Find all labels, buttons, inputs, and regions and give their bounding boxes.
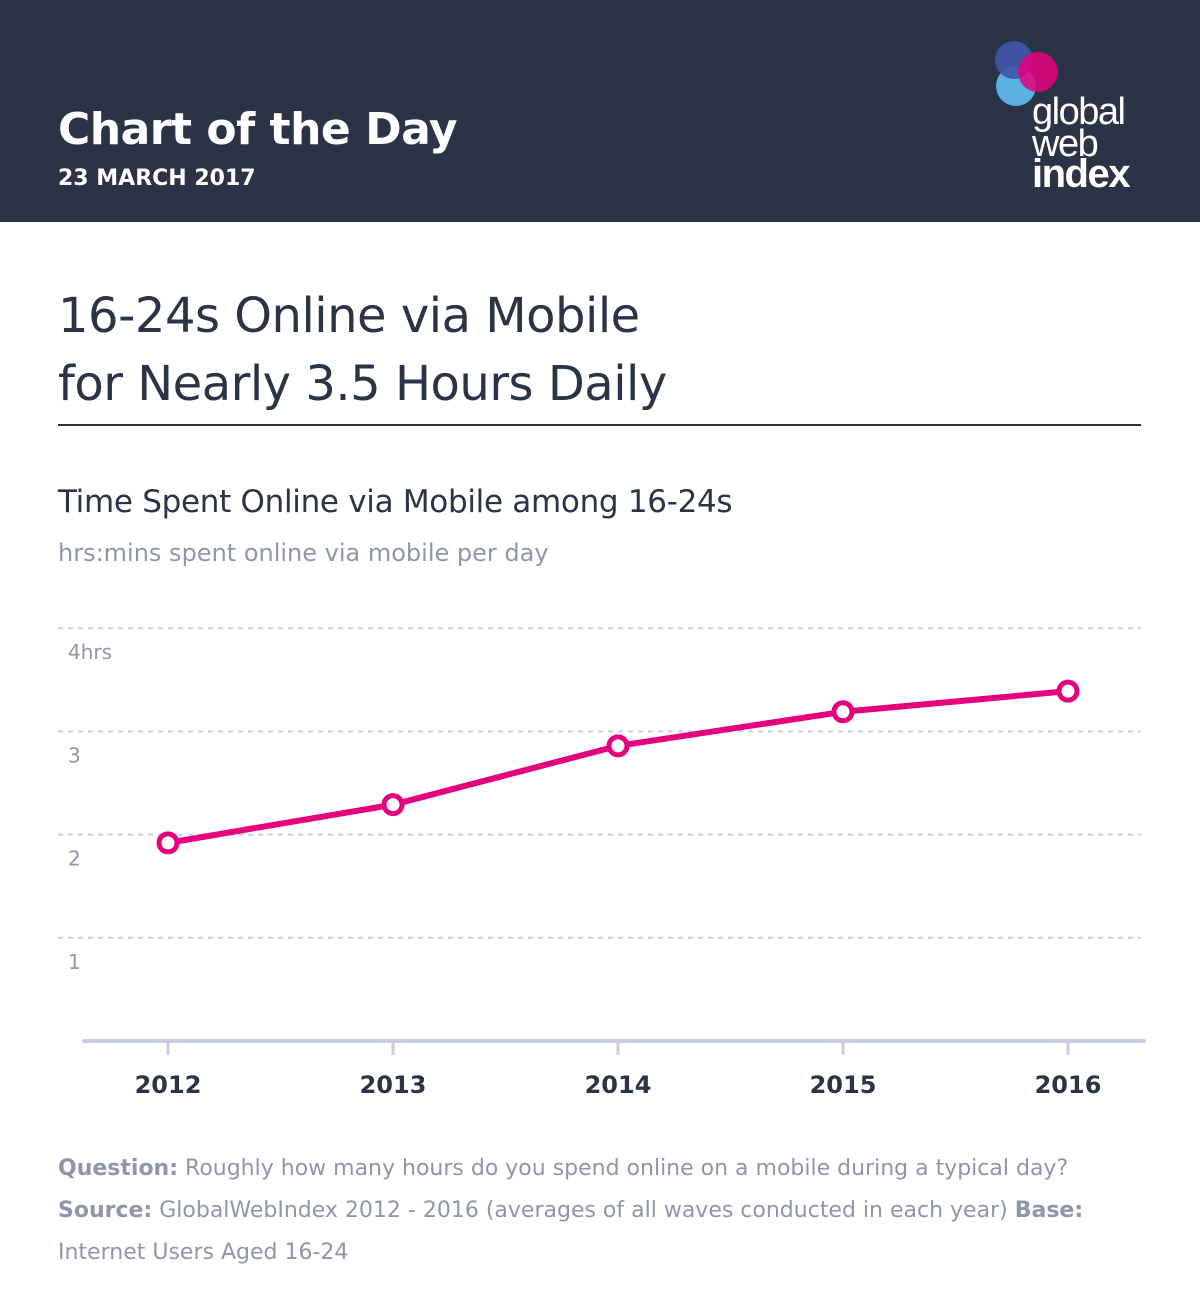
series-line (165, 688, 1071, 846)
chart-title: Time Spent Online via Mobile among 16-24… (58, 484, 733, 520)
y-tick-label: 4hrs (68, 640, 112, 664)
question-label: Question: (58, 1156, 179, 1181)
headline-divider (58, 424, 1141, 426)
headline-line-2: for Nearly 3.5 Hours Daily (58, 356, 667, 412)
base-label: Base: (1014, 1198, 1084, 1223)
question-text: Roughly how many hours do you spend onli… (185, 1156, 1069, 1181)
logo-text-global: global (1032, 91, 1126, 133)
y-tick-label: 1 (68, 950, 81, 974)
headline-line-1: 16-24s Online via Mobile (58, 288, 640, 344)
logo-text-web: web (1032, 123, 1099, 165)
data-point (156, 831, 180, 855)
source-text: GlobalWebIndex 2012 - 2016 (averages of … (159, 1198, 1008, 1223)
headline: 16-24s Online via Mobile for Nearly 3.5 … (58, 282, 1138, 418)
data-point (831, 700, 855, 724)
base-text: Internet Users Aged 16-24 (58, 1240, 349, 1265)
chart-subtitle: hrs:mins spent online via mobile per day (58, 539, 549, 567)
data-point (606, 734, 630, 758)
header-banner: Chart of the Day 23 MARCH 2017 global we… (0, 0, 1200, 222)
header-date: 23 MARCH 2017 (58, 166, 256, 191)
footnote: Question: Roughly how many hours do you … (58, 1148, 1148, 1274)
y-tick-label: 2 (68, 847, 81, 871)
data-point (1056, 679, 1080, 703)
x-tick-label: 2016 (1035, 1071, 1102, 1099)
source-label: Source: (58, 1198, 153, 1223)
line-chart: 1 2 3 4hrs 2012 2013 2014 2015 2016 (58, 627, 1146, 1099)
y-tick-label: 3 (68, 743, 81, 767)
header-title: Chart of the Day (58, 104, 458, 155)
x-tick-label: 2012 (135, 1071, 202, 1099)
x-tick-label: 2015 (810, 1071, 877, 1099)
data-point (381, 793, 405, 817)
globalwebindex-logo (995, 41, 1058, 106)
x-tick-label: 2013 (360, 1071, 427, 1099)
x-tick-label: 2014 (585, 1071, 652, 1099)
logo-text-index: index (1032, 152, 1130, 196)
